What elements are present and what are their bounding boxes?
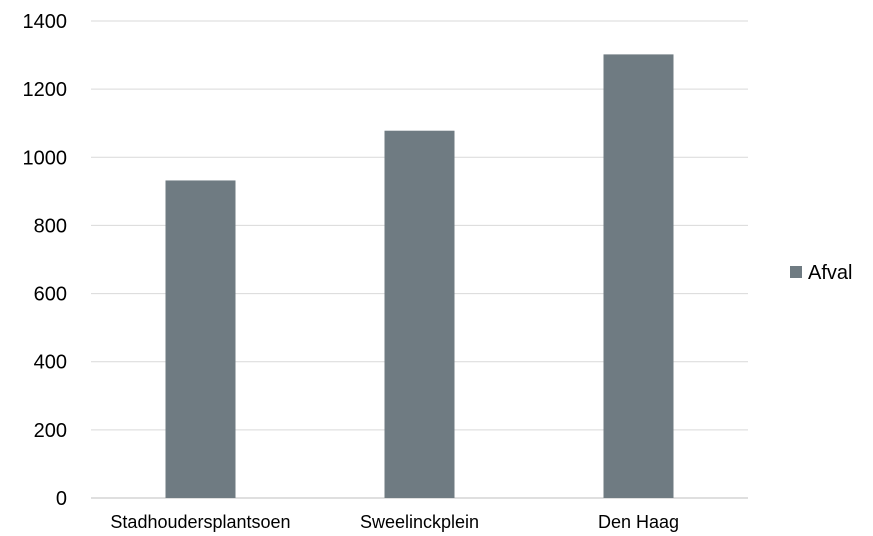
y-tick-label: 800	[34, 215, 67, 237]
y-tick-label: 200	[34, 420, 67, 442]
x-category-label: Sweelinckplein	[360, 512, 479, 532]
legend-label-afval: Afval	[808, 262, 852, 284]
legend: Afval	[790, 262, 852, 284]
x-category-label: Stadhoudersplantsoen	[110, 512, 290, 532]
x-category-label: Den Haag	[598, 512, 679, 532]
bar-stadhoudersplantsoen	[165, 180, 236, 498]
y-axis-ticks: 0 200 400 600 800 1000 1200 1400	[23, 11, 68, 510]
y-tick-label: 400	[34, 352, 67, 374]
y-tick-label: 1000	[23, 147, 68, 169]
bar-den-haag	[603, 54, 674, 498]
y-tick-label: 0	[56, 488, 67, 510]
legend-swatch-afval	[790, 266, 802, 278]
bar-sweelinckplein	[384, 130, 455, 498]
y-tick-label: 600	[34, 284, 67, 306]
y-tick-label: 1200	[23, 79, 68, 101]
y-tick-label: 1400	[23, 11, 68, 33]
x-axis-labels: Stadhoudersplantsoen Sweelinckplein Den Ha…	[110, 512, 679, 532]
bars	[165, 54, 674, 498]
